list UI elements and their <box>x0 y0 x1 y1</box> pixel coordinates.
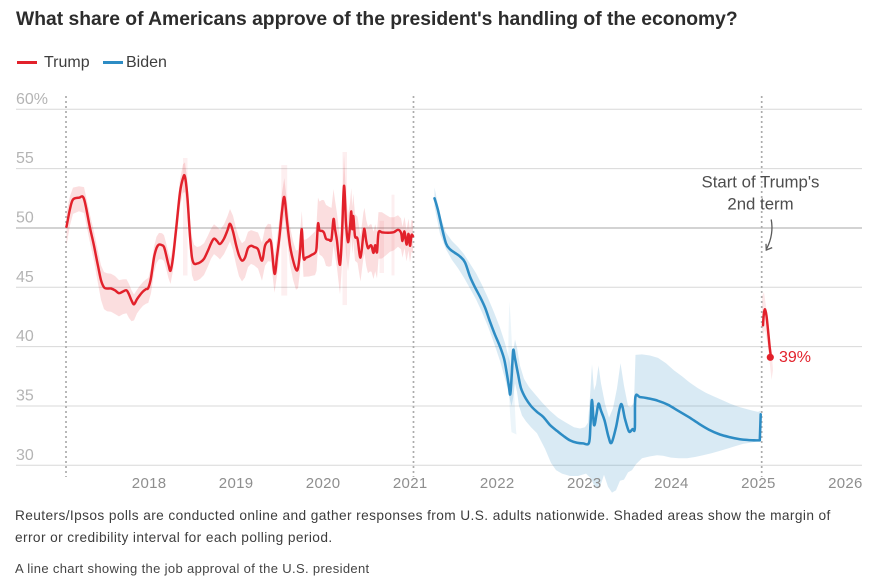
svg-text:40: 40 <box>16 328 34 345</box>
svg-text:60%: 60% <box>16 91 48 108</box>
svg-text:2023: 2023 <box>567 475 602 492</box>
svg-text:2021: 2021 <box>393 475 428 492</box>
svg-text:35: 35 <box>16 388 34 405</box>
svg-text:30: 30 <box>16 447 34 464</box>
svg-text:45: 45 <box>16 269 34 286</box>
svg-text:2018: 2018 <box>132 475 167 492</box>
svg-text:55: 55 <box>16 150 34 167</box>
svg-text:39%: 39% <box>779 349 811 366</box>
svg-text:2nd term: 2nd term <box>727 195 793 214</box>
svg-text:2022: 2022 <box>480 475 515 492</box>
svg-text:Start of Trump's: Start of Trump's <box>702 173 820 192</box>
svg-text:2020: 2020 <box>306 475 341 492</box>
svg-text:50: 50 <box>16 210 34 227</box>
svg-text:2025: 2025 <box>741 475 776 492</box>
svg-text:2019: 2019 <box>219 475 254 492</box>
svg-text:2024: 2024 <box>654 475 689 492</box>
svg-text:2026: 2026 <box>828 475 863 492</box>
